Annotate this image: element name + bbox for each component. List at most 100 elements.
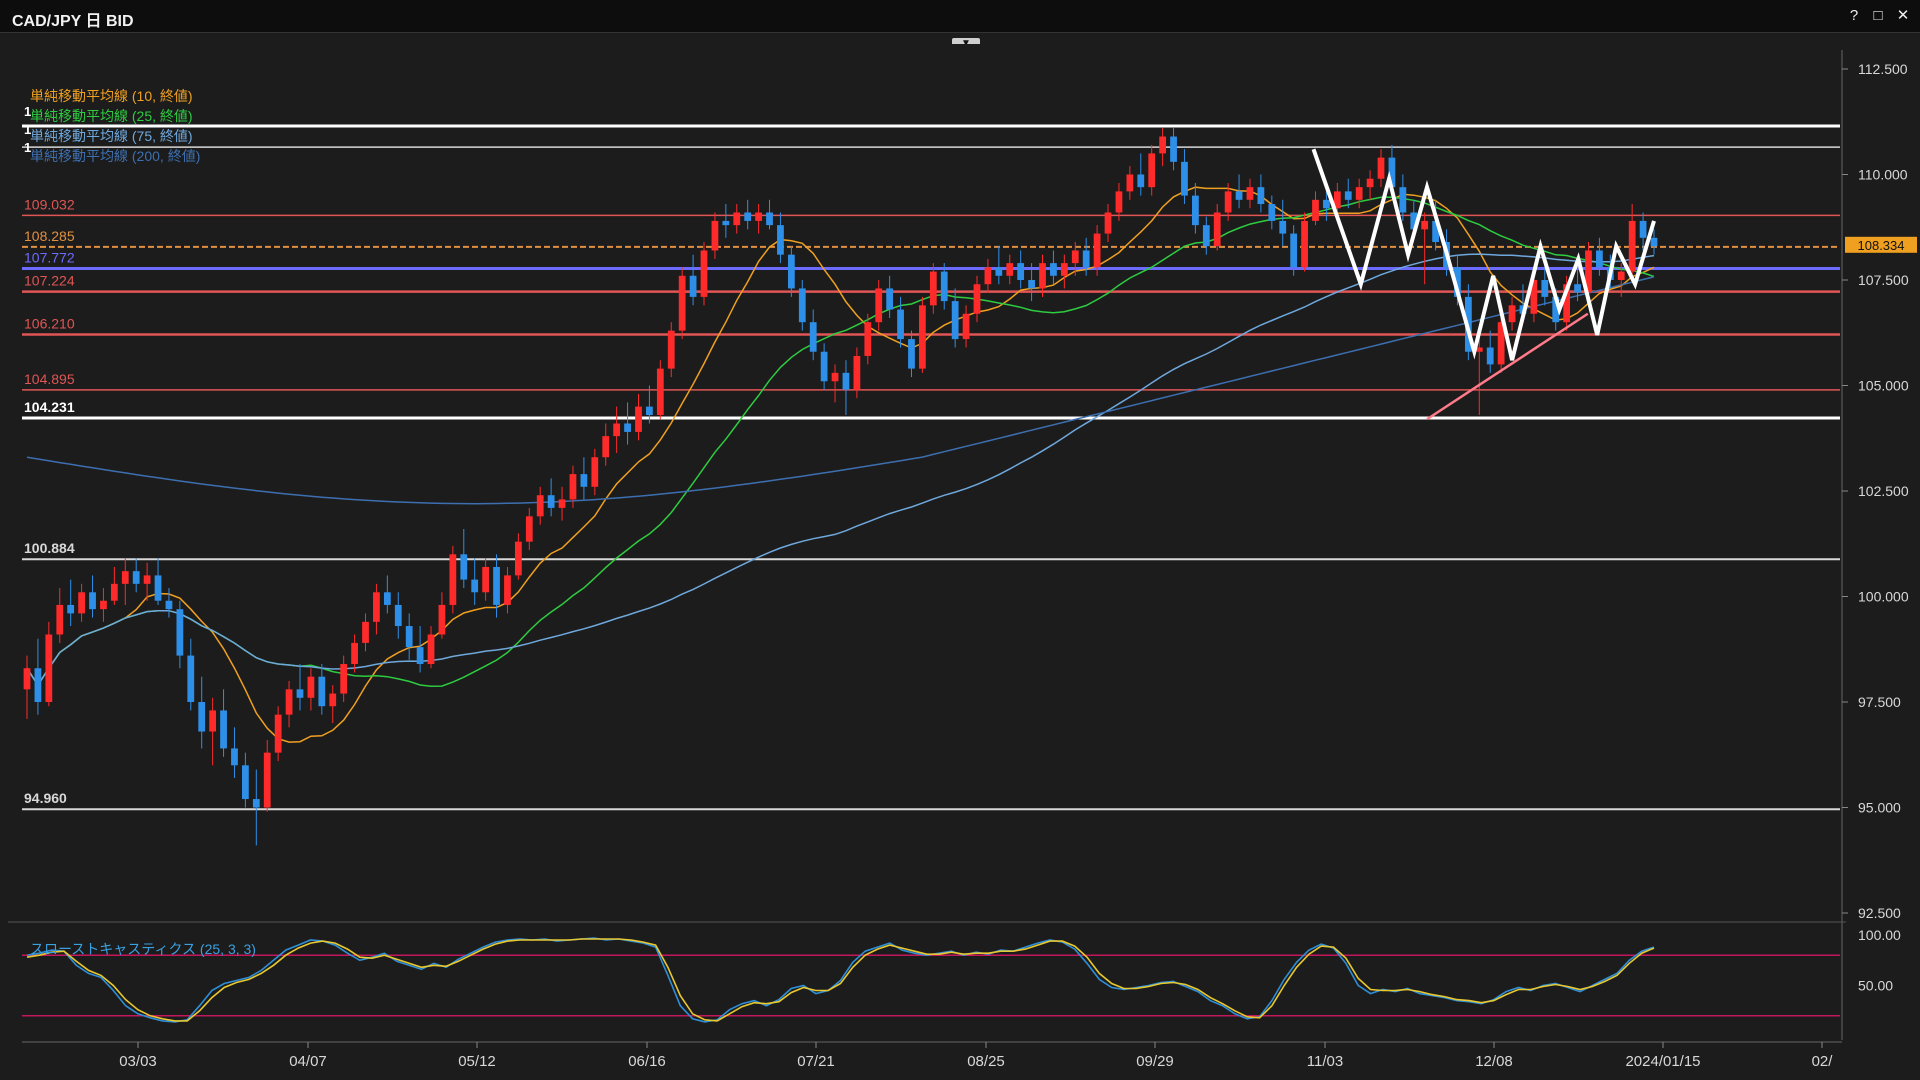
maximize-button[interactable]: □	[1873, 7, 1883, 24]
candle	[1148, 144, 1156, 196]
candle-body	[482, 566, 490, 593]
candle-body	[383, 592, 391, 605]
stochastic-panel: スローストキャスティクス (25, 3, 3) 100.00 50.00	[22, 927, 1901, 1023]
candle-body	[1170, 136, 1177, 162]
candle	[1082, 237, 1090, 276]
candle-body	[416, 647, 424, 665]
candle-body	[755, 212, 762, 221]
support-trend-line	[1426, 312, 1589, 421]
candle	[722, 204, 730, 238]
legend-partial-label: 1	[24, 122, 31, 137]
candle	[1028, 263, 1035, 302]
candle-body	[176, 609, 184, 656]
candle-body	[919, 305, 926, 369]
candle-body	[154, 575, 162, 601]
time-tick-label: 09/29	[1136, 1053, 1174, 1070]
candle-body	[1574, 284, 1581, 293]
candle-body	[1399, 187, 1407, 213]
candle	[351, 634, 358, 673]
candle	[1257, 174, 1265, 213]
candle-body	[274, 714, 282, 753]
candle-body	[394, 604, 402, 627]
candle	[820, 343, 828, 390]
candle	[165, 588, 173, 618]
legend-partial-label: 1	[24, 140, 31, 155]
candle	[1333, 182, 1341, 217]
candle	[1301, 212, 1308, 272]
candle-body	[569, 474, 577, 500]
candle-body	[831, 372, 839, 382]
candle	[700, 242, 708, 306]
candle-body	[995, 267, 1003, 276]
candle	[842, 360, 850, 416]
candle	[176, 600, 184, 669]
drawing-overlay: 108.334	[1311, 148, 1917, 421]
help-button[interactable]: ?	[1849, 7, 1859, 24]
candle-body	[864, 322, 872, 356]
candle	[1235, 174, 1243, 209]
candle	[1050, 250, 1057, 285]
candle-body	[1323, 199, 1330, 209]
candle	[1639, 212, 1647, 251]
level-label: 100.884	[24, 540, 75, 556]
candle	[1290, 225, 1298, 276]
candle	[110, 566, 118, 605]
candle-body	[362, 621, 369, 643]
candle-body	[1541, 280, 1549, 297]
candle	[1071, 242, 1079, 276]
candle	[187, 638, 195, 711]
candle-body	[1355, 187, 1363, 200]
candle	[1115, 182, 1123, 221]
candle	[1432, 199, 1439, 251]
candle	[1060, 254, 1068, 289]
candle	[525, 507, 533, 551]
candle	[394, 592, 402, 639]
candle-body	[1257, 187, 1265, 205]
time-tick-label: 02/	[1812, 1053, 1834, 1070]
candle	[1246, 178, 1254, 209]
candle-body	[89, 592, 96, 610]
candle-body	[962, 313, 970, 340]
candle	[438, 592, 446, 639]
candle-body	[1639, 220, 1647, 238]
candle	[744, 199, 752, 230]
level-label: 94.960	[24, 790, 67, 806]
candle	[198, 676, 206, 749]
candle	[908, 330, 915, 378]
candle-body	[449, 554, 457, 605]
candle	[951, 288, 959, 348]
candle-body	[1213, 212, 1221, 247]
candle	[1366, 170, 1374, 200]
candle-body	[1585, 250, 1592, 293]
candle	[1213, 204, 1221, 251]
candle-body	[1475, 347, 1483, 352]
stoch-tick-label: 50.00	[1858, 978, 1893, 994]
candle-body	[405, 626, 413, 648]
candle-body	[809, 322, 817, 352]
candle-body	[820, 351, 828, 382]
candle-body	[1508, 305, 1516, 323]
candle-body	[1312, 199, 1319, 221]
legend-partial-label: 1	[24, 104, 31, 119]
candle	[274, 706, 282, 762]
candle-body	[110, 583, 118, 601]
time-tick-label: 07/21	[797, 1053, 835, 1070]
candle-body	[875, 288, 883, 323]
candle	[624, 402, 631, 445]
candle-body	[460, 554, 468, 580]
wave-pattern-line	[1311, 148, 1656, 361]
price-tick-label: 112.500	[1858, 61, 1908, 77]
candle	[831, 364, 839, 403]
close-button[interactable]: ✕	[1896, 7, 1910, 24]
candle-body	[56, 604, 64, 635]
candle	[1006, 254, 1014, 285]
candle-body	[296, 689, 304, 698]
candle	[504, 566, 511, 614]
candle-body	[547, 495, 555, 508]
candle	[1104, 204, 1112, 243]
candle-body	[1530, 280, 1538, 314]
candle	[1377, 149, 1385, 188]
